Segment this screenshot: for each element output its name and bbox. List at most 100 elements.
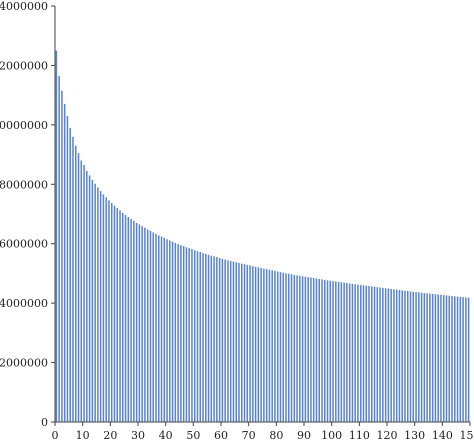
bar-96 bbox=[318, 278, 320, 422]
bar-8 bbox=[74, 145, 77, 422]
bar-46 bbox=[180, 245, 182, 422]
bar-34 bbox=[146, 229, 149, 422]
x-tick-label: 40 bbox=[159, 429, 173, 442]
bar-55 bbox=[205, 253, 207, 422]
bar-68 bbox=[240, 263, 243, 422]
bar-87 bbox=[293, 274, 296, 422]
bar-21 bbox=[110, 203, 113, 422]
bar-141 bbox=[442, 295, 445, 422]
bar-116 bbox=[373, 286, 376, 422]
bar-129 bbox=[409, 291, 412, 422]
x-tick-label: 70 bbox=[242, 429, 256, 442]
bar-133 bbox=[420, 292, 423, 422]
bar-18 bbox=[102, 194, 105, 422]
bar-100 bbox=[329, 280, 332, 422]
bar-145 bbox=[454, 296, 456, 422]
y-tick-label: 6000000 bbox=[0, 238, 48, 251]
bar-48 bbox=[185, 247, 188, 422]
bar-105 bbox=[343, 282, 345, 422]
bar-106 bbox=[346, 283, 348, 422]
bar-17 bbox=[99, 191, 102, 422]
bar-1 bbox=[55, 50, 58, 422]
bar-132 bbox=[418, 292, 420, 422]
bar-114 bbox=[368, 286, 370, 422]
bar-128 bbox=[406, 291, 409, 422]
bar-104 bbox=[340, 282, 343, 422]
x-tick-label: 0 bbox=[52, 429, 59, 442]
bar-95 bbox=[315, 278, 318, 422]
bar-91 bbox=[304, 276, 307, 422]
bar-51 bbox=[193, 250, 196, 422]
bar-12 bbox=[86, 170, 88, 422]
bar-103 bbox=[337, 281, 340, 422]
bar-38 bbox=[157, 235, 160, 422]
bar-150 bbox=[467, 297, 470, 422]
bar-99 bbox=[326, 280, 329, 422]
bar-137 bbox=[431, 293, 434, 422]
x-tick-label: 100 bbox=[321, 429, 342, 442]
y-tick-label: 8000000 bbox=[0, 178, 48, 191]
bar-33 bbox=[144, 227, 146, 422]
bar-140 bbox=[440, 294, 442, 422]
bar-59 bbox=[216, 257, 218, 422]
bar-22 bbox=[113, 205, 116, 422]
y-tick-label: 4000000 bbox=[0, 297, 48, 310]
x-tick-label: 150 bbox=[460, 429, 474, 442]
bar-42 bbox=[169, 240, 171, 422]
y-tick-label: 12000000 bbox=[0, 59, 48, 72]
bar-125 bbox=[398, 290, 401, 422]
bar-113 bbox=[365, 285, 368, 422]
bar-28 bbox=[130, 219, 132, 422]
bar-127 bbox=[404, 290, 406, 422]
x-tick-label: 10 bbox=[76, 429, 90, 442]
bar-83 bbox=[282, 272, 285, 422]
bar-84 bbox=[285, 273, 287, 422]
bar-15 bbox=[94, 183, 96, 422]
bar-136 bbox=[429, 293, 431, 422]
bar-80 bbox=[274, 270, 276, 422]
bar-9 bbox=[77, 153, 80, 422]
bar-31 bbox=[138, 224, 141, 422]
bar-23 bbox=[116, 208, 119, 422]
x-tick-label: 30 bbox=[131, 429, 145, 442]
bar-37 bbox=[155, 233, 157, 422]
bar-49 bbox=[188, 248, 190, 422]
bar-135 bbox=[426, 293, 428, 422]
bar-76 bbox=[263, 268, 265, 422]
bar-64 bbox=[229, 260, 232, 422]
x-tick-label: 80 bbox=[269, 429, 283, 442]
bar-29 bbox=[133, 220, 135, 422]
bar-142 bbox=[445, 295, 448, 422]
x-axis-ticks: 0 10 20 30 40 50 60 70 80 90 100 110 120 130 140 150 bbox=[52, 422, 474, 442]
bar-97 bbox=[321, 279, 323, 422]
bar-86 bbox=[290, 274, 293, 422]
bar-121 bbox=[387, 288, 390, 422]
bar-82 bbox=[279, 272, 282, 422]
bar-130 bbox=[412, 291, 415, 422]
bar-series bbox=[55, 50, 470, 423]
bar-108 bbox=[351, 283, 354, 422]
x-tick-label: 130 bbox=[404, 429, 425, 442]
bar-115 bbox=[371, 286, 373, 422]
bar-85 bbox=[288, 273, 290, 422]
bar-107 bbox=[348, 283, 351, 422]
bar-123 bbox=[393, 289, 395, 422]
bar-44 bbox=[174, 242, 177, 422]
bar-20 bbox=[108, 200, 110, 422]
x-tick-label: 90 bbox=[297, 429, 311, 442]
y-axis-ticks: 0 2000000 4000000 6000000 8000000 10000000 120… bbox=[0, 0, 55, 429]
bar-50 bbox=[191, 249, 193, 422]
bar-149 bbox=[465, 297, 467, 422]
bar-13 bbox=[88, 175, 91, 422]
bar-41 bbox=[166, 239, 168, 422]
bar-63 bbox=[227, 260, 229, 422]
bar-66 bbox=[235, 262, 237, 422]
bar-26 bbox=[124, 214, 127, 422]
bar-120 bbox=[384, 288, 387, 422]
x-tick-label: 120 bbox=[377, 429, 398, 442]
bar-6 bbox=[69, 127, 71, 422]
bar-69 bbox=[243, 264, 246, 422]
bar-19 bbox=[105, 197, 107, 422]
bar-74 bbox=[257, 267, 260, 422]
bar-75 bbox=[260, 267, 262, 422]
